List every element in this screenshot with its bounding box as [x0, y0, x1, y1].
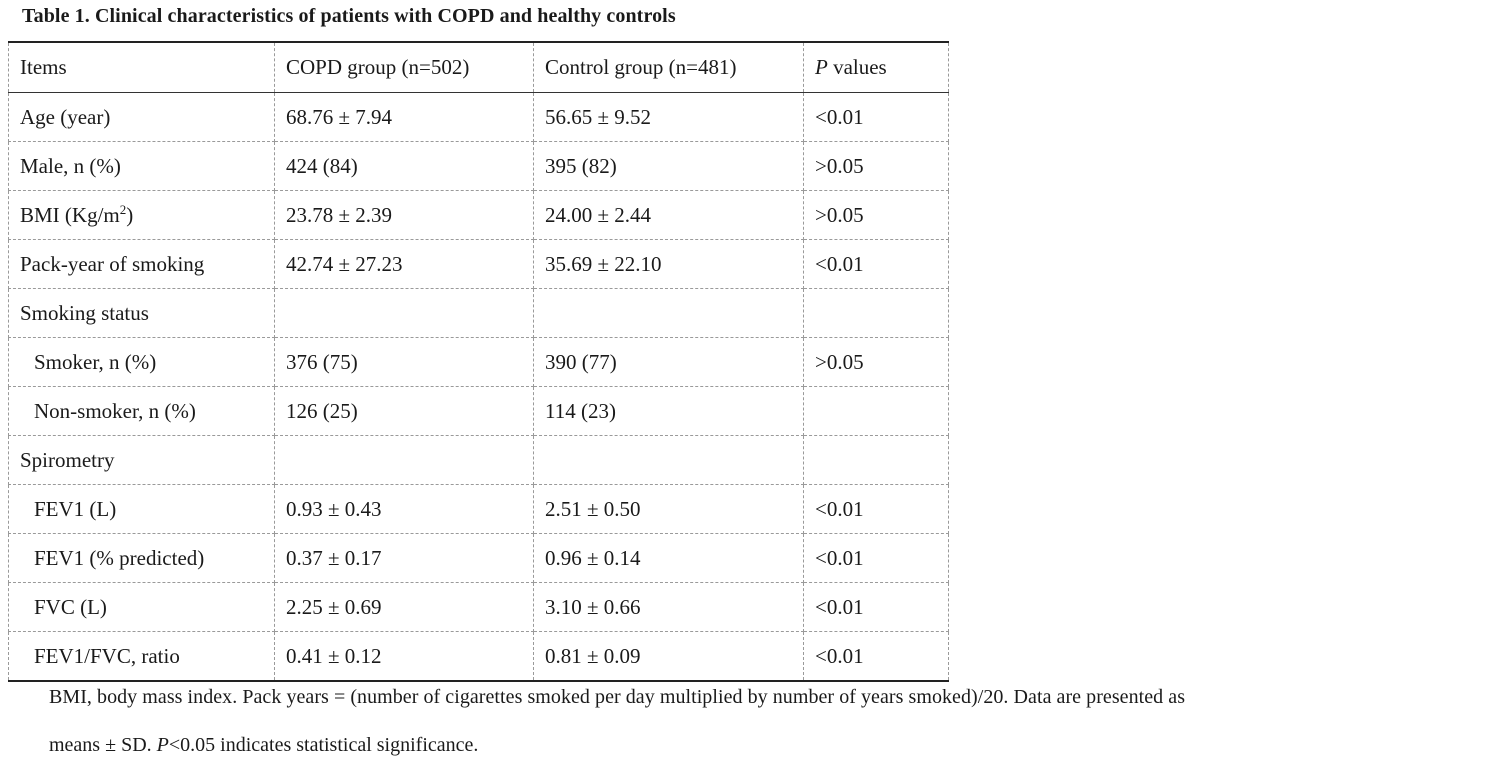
p-value: >0.05 — [803, 190, 949, 240]
row-label: FVC (L) — [8, 582, 275, 632]
table-row: FVC (L) 2.25 ± 0.69 3.10 ± 0.66 <0.01 — [8, 582, 949, 632]
section-label: Spirometry — [8, 435, 275, 485]
row-label: FEV1/FVC, ratio — [8, 631, 275, 681]
p-value: >0.05 — [803, 337, 949, 387]
p-value: <0.01 — [803, 239, 949, 289]
copd-value: 0.41 ± 0.12 — [274, 631, 534, 681]
table-caption: Table 1. Clinical characteristics of pat… — [22, 5, 676, 27]
control-value: 56.65 ± 9.52 — [533, 92, 804, 142]
footnote-line-2-post: <0.05 indicates statistical significance… — [168, 734, 479, 756]
table-row: Smoker, n (%) 376 (75) 390 (77) >0.05 — [8, 337, 949, 387]
control-value: 395 (82) — [533, 141, 804, 191]
p-value — [803, 288, 949, 338]
copd-value: 376 (75) — [274, 337, 534, 387]
copd-value: 126 (25) — [274, 386, 534, 436]
section-label: Smoking status — [8, 288, 275, 338]
table-row: FEV1 (L) 0.93 ± 0.43 2.51 ± 0.50 <0.01 — [8, 484, 949, 534]
table-row: BMI (Kg/m2) 23.78 ± 2.39 24.00 ± 2.44 >0… — [8, 190, 949, 240]
control-value: 24.00 ± 2.44 — [533, 190, 804, 240]
row-label: Male, n (%) — [8, 141, 275, 191]
table-row: Non-smoker, n (%) 126 (25) 114 (23) — [8, 386, 949, 436]
p-value: <0.01 — [803, 533, 949, 583]
table-row: Smoking status — [8, 288, 949, 338]
clinical-characteristics-table: Items COPD group (n=502) Control group (… — [8, 41, 949, 682]
copd-value: 68.76 ± 7.94 — [274, 92, 534, 142]
p-value: <0.01 — [803, 631, 949, 681]
p-value: <0.01 — [803, 484, 949, 534]
row-label: FEV1 (% predicted) — [8, 533, 275, 583]
table-row: FEV1 (% predicted) 0.37 ± 0.17 0.96 ± 0.… — [8, 533, 949, 583]
copd-value: 2.25 ± 0.69 — [274, 582, 534, 632]
copd-value — [274, 288, 534, 338]
footnote-line-2: means ± SD. P<0.05 indicates statistical… — [49, 734, 478, 757]
header-copd-group: COPD group (n=502) — [274, 42, 534, 93]
copd-value — [274, 435, 534, 485]
footnote-line-2-pre: means ± SD. — [49, 734, 157, 756]
control-value: 0.96 ± 0.14 — [533, 533, 804, 583]
copd-value: 0.37 ± 0.17 — [274, 533, 534, 583]
control-value — [533, 288, 804, 338]
table-row: FEV1/FVC, ratio 0.41 ± 0.12 0.81 ± 0.09 … — [8, 631, 949, 681]
p-value: <0.01 — [803, 92, 949, 142]
control-value: 2.51 ± 0.50 — [533, 484, 804, 534]
copd-value: 42.74 ± 27.23 — [274, 239, 534, 289]
control-value: 35.69 ± 22.10 — [533, 239, 804, 289]
p-value: <0.01 — [803, 582, 949, 632]
copd-value: 424 (84) — [274, 141, 534, 191]
control-value: 3.10 ± 0.66 — [533, 582, 804, 632]
bmi-label-post: ) — [126, 202, 134, 227]
control-value — [533, 435, 804, 485]
bmi-label-sup: 2 — [119, 201, 127, 217]
control-value: 390 (77) — [533, 337, 804, 387]
header-p-italic: P — [815, 55, 828, 79]
table-row: Pack-year of smoking 42.74 ± 27.23 35.69… — [8, 239, 949, 289]
row-label: Pack-year of smoking — [8, 239, 275, 289]
row-label: Non-smoker, n (%) — [8, 386, 275, 436]
p-value — [803, 435, 949, 485]
bmi-label-pre: BMI (Kg/m — [20, 202, 120, 227]
footnote-line-1: BMI, body mass index. Pack years = (numb… — [49, 686, 1186, 708]
p-value — [803, 386, 949, 436]
p-value: >0.05 — [803, 141, 949, 191]
row-label: Smoker, n (%) — [8, 337, 275, 387]
table-header-row: Items COPD group (n=502) Control group (… — [8, 42, 949, 93]
table-row: Male, n (%) 424 (84) 395 (82) >0.05 — [8, 141, 949, 191]
header-p-values: P values — [803, 42, 949, 93]
copd-value: 23.78 ± 2.39 — [274, 190, 534, 240]
copd-value: 0.93 ± 0.43 — [274, 484, 534, 534]
control-value: 0.81 ± 0.09 — [533, 631, 804, 681]
header-control-group: Control group (n=481) — [533, 42, 804, 93]
table-row: Spirometry — [8, 435, 949, 485]
row-label: Age (year) — [8, 92, 275, 142]
table-row: Age (year) 68.76 ± 7.94 56.65 ± 9.52 <0.… — [8, 92, 949, 142]
row-label: FEV1 (L) — [8, 484, 275, 534]
header-items: Items — [8, 42, 275, 93]
footnote-p-italic: P — [156, 734, 169, 756]
row-label: BMI (Kg/m2) — [8, 190, 275, 240]
control-value: 114 (23) — [533, 386, 804, 436]
header-p-rest: values — [827, 55, 887, 79]
